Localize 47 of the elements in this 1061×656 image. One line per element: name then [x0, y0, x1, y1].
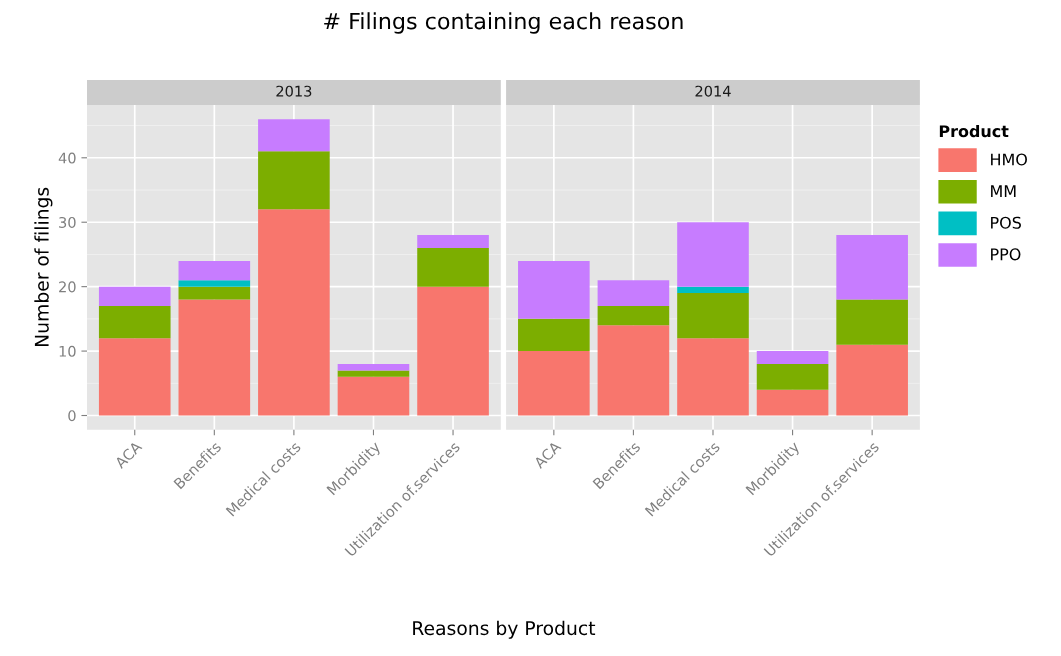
- legend-label: POS: [991, 216, 1021, 229]
- y-tick-label: 20: [59, 281, 76, 293]
- bar: [258, 119, 330, 152]
- bar: [178, 260, 251, 281]
- y-tick-label: 10: [59, 345, 76, 357]
- bar: [677, 338, 749, 416]
- bar: [677, 293, 749, 339]
- bar: [597, 305, 670, 326]
- y-tick-label: 40: [58, 152, 76, 164]
- bar: [98, 305, 171, 339]
- bar: [337, 363, 410, 371]
- bar: [98, 338, 171, 416]
- bar: [258, 209, 330, 416]
- bar: [756, 351, 829, 364]
- y-tick-label: 0: [68, 410, 76, 422]
- chart-subtitle: 2013: [276, 85, 312, 97]
- bar: [597, 325, 670, 416]
- bar: [417, 286, 489, 416]
- chart-subtitle: 2014: [695, 85, 731, 97]
- bar: [337, 370, 410, 377]
- y-axis-title: Number of filings: [34, 187, 53, 347]
- bar: [518, 260, 590, 319]
- bar: [178, 299, 251, 416]
- legend-label: MM: [991, 185, 1016, 197]
- y-tick-label: 30: [59, 216, 76, 228]
- x-axis-title: Reasons by Product: [413, 620, 596, 639]
- legend-label: PPO: [991, 248, 1021, 261]
- bar: [417, 247, 489, 287]
- bar: [677, 286, 749, 294]
- chart-title: # Filings containing each reason: [324, 12, 683, 34]
- bar: [836, 344, 908, 416]
- bar: [756, 363, 829, 390]
- legend-label: HMO: [991, 153, 1027, 166]
- bar: [756, 389, 829, 416]
- bar: [178, 280, 251, 287]
- bar: [836, 235, 908, 300]
- bar: [836, 299, 908, 345]
- bar: [417, 235, 489, 248]
- legend-title: Product: [939, 124, 1009, 138]
- bar: [518, 351, 590, 416]
- bar: [337, 376, 410, 416]
- bar: [597, 280, 670, 306]
- bar: [98, 286, 171, 306]
- bar: [178, 286, 251, 300]
- bar: [258, 151, 330, 210]
- bar: [677, 222, 749, 287]
- bar: [518, 318, 590, 352]
